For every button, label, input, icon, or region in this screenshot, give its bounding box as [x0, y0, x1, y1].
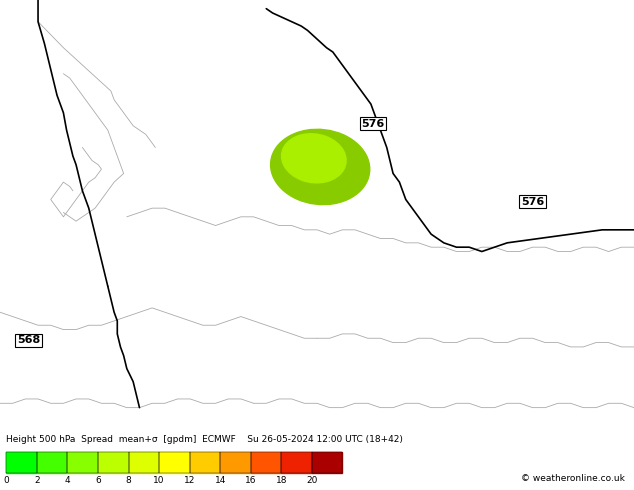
Text: 8: 8 — [126, 476, 131, 486]
Text: 18: 18 — [276, 476, 287, 486]
Bar — [281, 452, 312, 473]
Text: 6: 6 — [95, 476, 101, 486]
Text: 16: 16 — [245, 476, 257, 486]
Text: 0: 0 — [3, 476, 10, 486]
Text: 568: 568 — [17, 336, 40, 345]
Text: 576: 576 — [361, 119, 384, 128]
Bar — [67, 452, 98, 473]
Text: 12: 12 — [184, 476, 195, 486]
Text: © weatheronline.co.uk: © weatheronline.co.uk — [521, 474, 624, 483]
Ellipse shape — [281, 134, 346, 183]
Ellipse shape — [271, 129, 370, 205]
Bar — [250, 452, 281, 473]
Bar — [6, 452, 37, 473]
Bar — [190, 452, 220, 473]
Bar — [129, 452, 159, 473]
Bar — [98, 452, 129, 473]
Bar — [190, 452, 220, 473]
Text: Height 500 hPa  Spread  mean+σ  [gpdm]  ECMWF    Su 26-05-2024 12:00 UTC (18+42): Height 500 hPa Spread mean+σ [gpdm] ECMW… — [6, 435, 403, 444]
Bar — [129, 452, 159, 473]
Bar — [37, 452, 67, 473]
Bar — [37, 452, 67, 473]
Bar — [312, 452, 342, 473]
Text: 2: 2 — [34, 476, 40, 486]
Bar — [220, 452, 250, 473]
Text: 20: 20 — [306, 476, 318, 486]
Bar — [250, 452, 281, 473]
Bar — [220, 452, 250, 473]
Text: 4: 4 — [65, 476, 70, 486]
Text: 576: 576 — [521, 196, 544, 207]
Text: 10: 10 — [153, 476, 165, 486]
Bar — [281, 452, 312, 473]
Bar — [159, 452, 190, 473]
Bar — [312, 452, 342, 473]
Bar — [98, 452, 129, 473]
Bar — [6, 452, 37, 473]
Bar — [67, 452, 98, 473]
Bar — [159, 452, 190, 473]
Text: 14: 14 — [214, 476, 226, 486]
